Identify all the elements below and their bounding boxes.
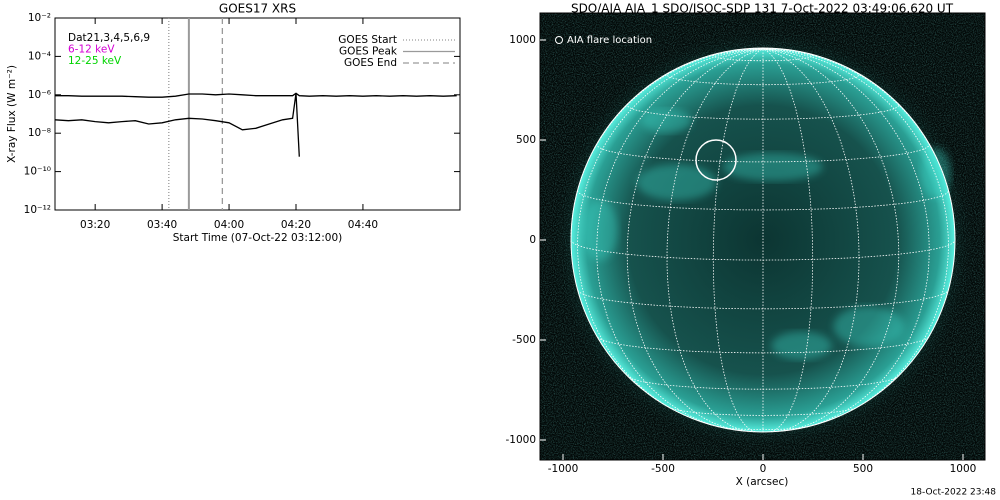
active-region [920,147,951,198]
x-tick-label: -1000 [548,463,579,475]
chart-title: GOES17 XRS [219,2,296,16]
y-tick-label: 10⁻¹⁰ [24,166,51,178]
limb [570,47,956,433]
legend-label: GOES Start [338,34,397,46]
active-region [833,306,904,347]
x-tick-label: 03:20 [80,219,110,231]
y-tick-label: 10⁻⁶ [28,89,51,101]
y-tick-label: 0 [529,234,536,246]
x-axis-label: X (arcsec) [736,476,789,488]
flux-line [55,92,457,98]
active-region [642,108,692,133]
x-axis-label: Start Time (07-Oct-22 03:12:00) [173,232,342,244]
legend-symbol [555,36,563,44]
x-tick-label: 04:00 [214,219,244,231]
latitude-line [626,103,900,120]
footer: 18-Oct-2022 23:48 [911,488,997,498]
x-tick-label: 04:20 [281,219,311,231]
annotation: 12-25 keV [68,55,122,67]
y-tick-label: 10⁻⁴ [28,50,51,62]
x-tick-label: 1000 [950,463,977,475]
plot-frame [54,17,461,211]
y-tick-label: 10⁻² [28,12,51,24]
latitude-line [577,290,949,310]
flux-line [54,93,300,157]
longitude-line [596,48,764,430]
longitude-line [762,48,814,432]
aia-image: SDO/AIA AIA_1 SDO/JSOC-SDP 131 7-Oct-202… [505,2,996,498]
longitude-line [577,48,764,417]
y-tick-label: -1000 [505,434,536,446]
y-tick-label: 1000 [509,34,536,46]
y-axis-label: X-ray Flux (W m⁻²) [6,65,18,163]
longitude-line [712,48,764,432]
longitude-line [762,48,949,417]
longitude-line [626,48,764,432]
x-tick-label: 03:40 [147,219,177,231]
annotation: 6-12 keV [68,44,115,56]
flare-marker [695,139,737,181]
x-tick-label: 0 [760,463,767,475]
latitude-line [668,407,858,416]
active-region [722,153,823,182]
x-tick-label: -500 [651,463,675,475]
goes-chart: GOES17 XRS Start Time (07-Oct-22 03:12:00… [6,2,461,244]
y-tick-label: 10⁻¹² [24,204,51,216]
legend-label: GOES Peak [339,46,398,58]
y-tick-label: 500 [516,134,536,146]
active-region [636,164,717,201]
y-tick-label: -500 [512,334,536,346]
x-tick-label: 500 [853,463,873,475]
legend-label: GOES End [344,57,397,69]
y-tick-label: 10⁻⁸ [28,127,51,139]
latitude-line [666,72,860,86]
longitude-line [762,48,930,430]
annotation: Dat21,3,4,5,6,9 [68,32,150,44]
chart-title: SDO/AIA AIA_1 SDO/JSOC-SDP 131 7-Oct-202… [571,2,954,16]
x-tick-label: 04:40 [348,219,378,231]
active-region [581,200,618,261]
latitude-line [717,426,809,430]
active-region [771,331,832,360]
longitude-line [762,48,900,432]
longitude-line [762,48,956,241]
longitude-line [570,48,764,241]
legend-label: AIA flare location [567,35,652,46]
